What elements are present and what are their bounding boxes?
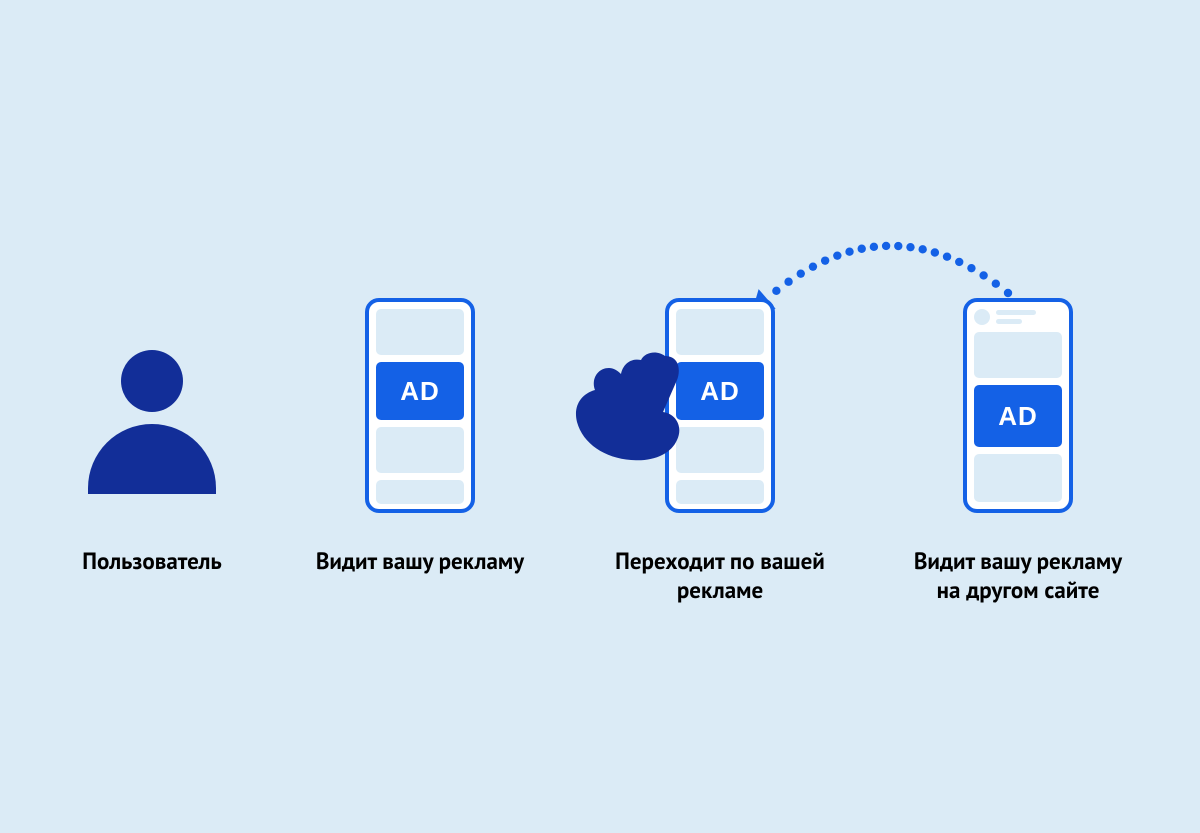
profile-header — [974, 309, 1062, 325]
content-block — [974, 454, 1062, 502]
step-graphic: AD — [290, 298, 550, 513]
ad-label: AD — [400, 376, 440, 407]
avatar-icon — [974, 309, 990, 325]
ad-block: AD — [376, 362, 464, 420]
content-block — [376, 480, 464, 504]
pointing-hand-icon — [569, 346, 709, 466]
text-line — [996, 310, 1036, 315]
infographic-canvas: Пользователь AD Видит вашу рекламу AD Перехо… — [0, 0, 1200, 833]
phone-icon: AD — [365, 298, 475, 513]
step-caption: Видит вашу рекламу — [290, 548, 550, 577]
text-line — [996, 319, 1022, 324]
step-sees-ad: AD Видит вашу рекламу — [290, 0, 550, 833]
content-block — [974, 332, 1062, 378]
step-caption: Переходит по вашей рекламе — [580, 548, 860, 606]
step-graphic: AD — [580, 298, 860, 513]
step-sees-ad-elsewhere: AD Видит вашу рекламу на другом сайте — [878, 0, 1158, 833]
content-block — [376, 427, 464, 473]
step-user: Пользователь — [42, 0, 262, 833]
content-block — [376, 309, 464, 355]
ad-block: AD — [974, 385, 1062, 447]
ad-label: AD — [998, 401, 1038, 432]
user-icon — [88, 350, 216, 494]
user-body — [88, 424, 216, 494]
user-head — [121, 350, 183, 412]
step-clicks-ad: AD Переходит по вашей рекламе — [580, 0, 860, 833]
step-caption: Видит вашу рекламу на другом сайте — [878, 548, 1158, 606]
step-graphic: AD — [878, 298, 1158, 513]
content-block — [676, 480, 764, 504]
step-graphic — [42, 350, 262, 494]
step-caption: Пользователь — [42, 548, 262, 577]
phone-icon: AD — [963, 298, 1073, 513]
